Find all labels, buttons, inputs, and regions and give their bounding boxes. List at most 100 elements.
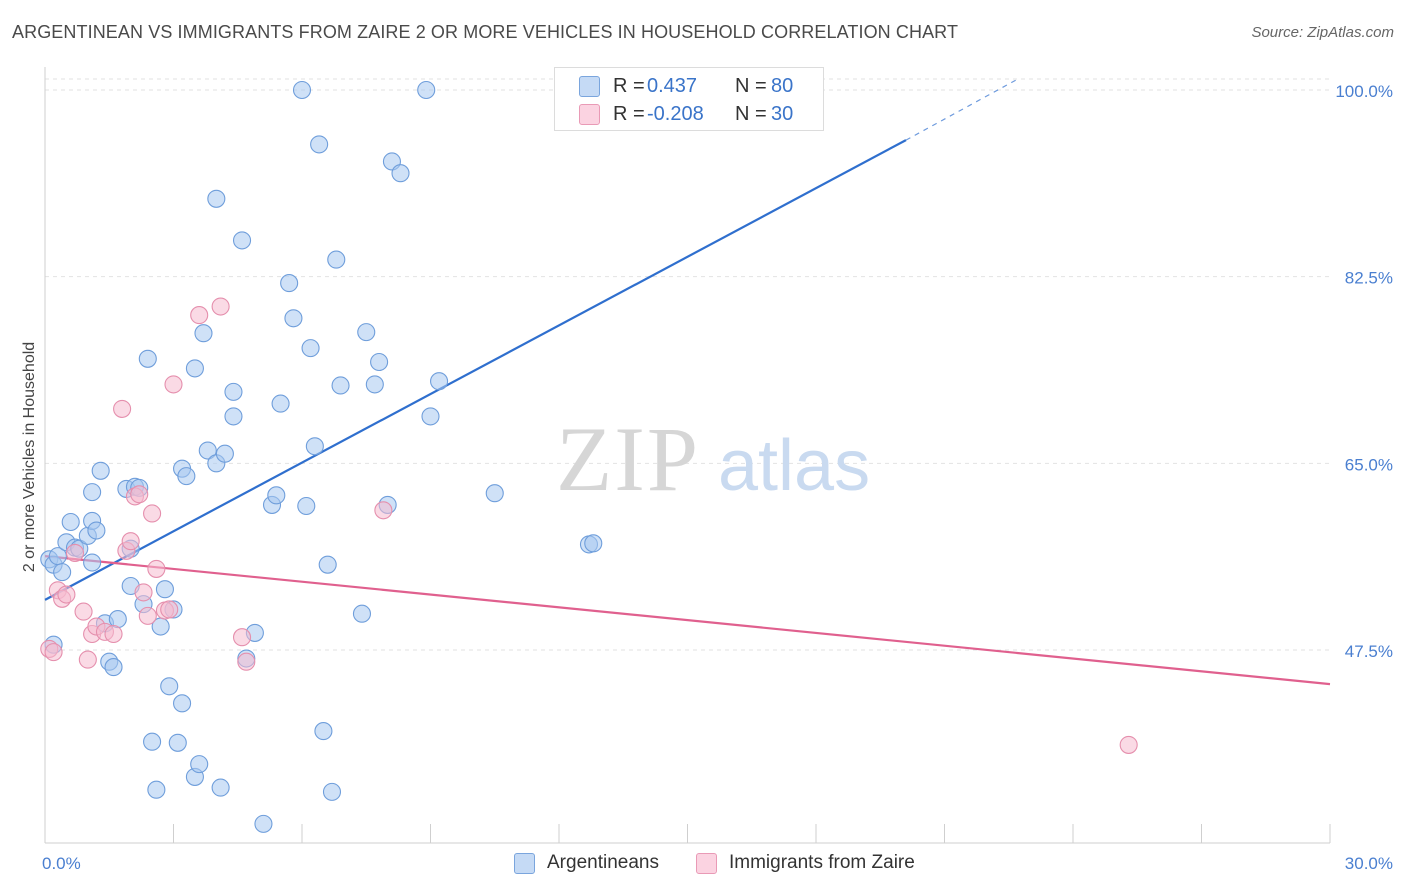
y-axis-label: 2 or more Vehicles in Household xyxy=(21,342,38,572)
point-zaire xyxy=(147,559,166,578)
point-zaire xyxy=(57,585,76,604)
point-zaire xyxy=(232,628,252,647)
grid-lines xyxy=(45,78,1330,651)
stats-legend: R = 0.437 N = 80 R = -0.208 N = 30 xyxy=(554,67,824,131)
point-argentineans xyxy=(301,339,320,358)
legend-swatch-blue xyxy=(579,75,600,97)
point-argentineans xyxy=(177,467,196,486)
point-argentineans xyxy=(310,135,329,154)
watermark: ZIP atlas xyxy=(556,408,870,510)
point-argentineans xyxy=(417,80,436,100)
point-zaire xyxy=(160,600,179,619)
y-tick-labels: 47.5% 65.0% 82.5% 100.0% xyxy=(1335,82,1393,661)
point-argentineans xyxy=(173,694,192,713)
legend-r-value: -0.208 xyxy=(647,102,704,125)
point-argentineans xyxy=(352,604,372,623)
y-tick-label: 100.0% xyxy=(1335,82,1393,101)
watermark-zip: ZIP xyxy=(556,408,700,510)
legend-label-argentineans: Argentineans xyxy=(547,852,659,873)
trend-line-zaire xyxy=(44,555,1331,686)
point-zaire xyxy=(164,375,183,394)
point-argentineans xyxy=(215,444,234,463)
point-argentineans xyxy=(370,352,389,372)
legend-label-zaire: Immigrants from Zaire xyxy=(729,852,915,873)
point-argentineans xyxy=(391,164,410,183)
watermark-atlas: atlas xyxy=(718,426,870,506)
point-argentineans xyxy=(314,722,333,741)
legend-swatch-blue xyxy=(514,852,535,874)
legend-item-argentineans[interactable]: Argentineans xyxy=(514,852,659,874)
point-argentineans xyxy=(194,324,213,343)
point-zaire xyxy=(74,602,93,621)
point-argentineans xyxy=(53,563,72,582)
legend-n-label: N = xyxy=(735,102,767,125)
point-argentineans xyxy=(305,437,324,456)
legend-r-label: R = xyxy=(613,74,645,97)
point-zaire xyxy=(104,624,123,644)
point-zaire xyxy=(130,485,149,504)
axes xyxy=(44,67,1331,844)
point-argentineans xyxy=(271,394,290,413)
point-argentineans xyxy=(280,274,299,293)
legend-swatch-pink xyxy=(696,852,717,874)
trend-lines xyxy=(44,78,1331,686)
point-zaire xyxy=(138,606,157,625)
point-zaire xyxy=(374,501,393,520)
point-argentineans xyxy=(224,407,243,426)
point-zaire xyxy=(211,297,230,316)
point-argentineans xyxy=(485,484,504,503)
x-tick-labels: 0.0% 30.0% xyxy=(42,854,1393,873)
point-argentineans xyxy=(198,441,217,460)
point-argentineans xyxy=(357,323,376,342)
legend-n-value: 30 xyxy=(771,102,794,125)
point-argentineans xyxy=(160,677,179,696)
point-argentineans xyxy=(232,231,252,250)
point-argentineans xyxy=(224,382,243,401)
point-zaire xyxy=(121,532,140,551)
x-tick-label: 30.0% xyxy=(1345,854,1393,873)
x-tick-label: 0.0% xyxy=(42,854,81,873)
point-argentineans xyxy=(147,780,166,799)
y-tick-label: 65.0% xyxy=(1345,455,1393,474)
point-argentineans xyxy=(104,658,123,677)
legend-n-value: 80 xyxy=(771,74,794,97)
point-zaire xyxy=(237,652,256,671)
point-argentineans xyxy=(83,483,102,502)
point-zaire xyxy=(44,643,63,662)
point-argentineans xyxy=(331,376,350,395)
point-argentineans xyxy=(584,534,603,553)
y-tick-label: 47.5% xyxy=(1345,642,1393,661)
point-zaire xyxy=(113,399,132,418)
point-argentineans xyxy=(143,732,162,751)
point-argentineans xyxy=(267,486,286,505)
point-argentineans xyxy=(190,755,209,774)
legend-swatch-pink xyxy=(579,103,600,125)
point-argentineans xyxy=(87,521,106,540)
point-argentineans xyxy=(207,189,226,208)
point-argentineans xyxy=(365,375,384,394)
point-argentineans xyxy=(297,496,316,516)
point-zaire xyxy=(134,583,153,602)
legend-item-zaire[interactable]: Immigrants from Zaire xyxy=(696,852,915,874)
point-argentineans xyxy=(211,778,230,797)
point-argentineans xyxy=(108,610,127,629)
point-argentineans xyxy=(292,80,312,100)
chart-title: ARGENTINEAN VS IMMIGRANTS FROM ZAIRE 2 O… xyxy=(12,22,959,42)
point-argentineans xyxy=(327,250,346,269)
point-zaire xyxy=(143,504,162,523)
point-argentineans xyxy=(155,580,174,599)
legend-row-zaire: R = -0.208 N = 30 xyxy=(555,100,823,128)
point-argentineans xyxy=(254,814,273,833)
y-tick-label: 82.5% xyxy=(1345,269,1393,288)
trend-line-extension xyxy=(905,78,1018,141)
point-argentineans xyxy=(168,733,187,752)
legend-row-argentineans: R = 0.437 N = 80 xyxy=(555,72,823,100)
legend-r-label: R = xyxy=(613,102,645,125)
point-argentineans xyxy=(138,349,157,368)
point-argentineans xyxy=(185,359,204,378)
point-zaire xyxy=(65,543,85,562)
point-argentineans xyxy=(430,372,449,391)
point-argentineans xyxy=(91,461,110,480)
point-argentineans xyxy=(61,512,80,532)
